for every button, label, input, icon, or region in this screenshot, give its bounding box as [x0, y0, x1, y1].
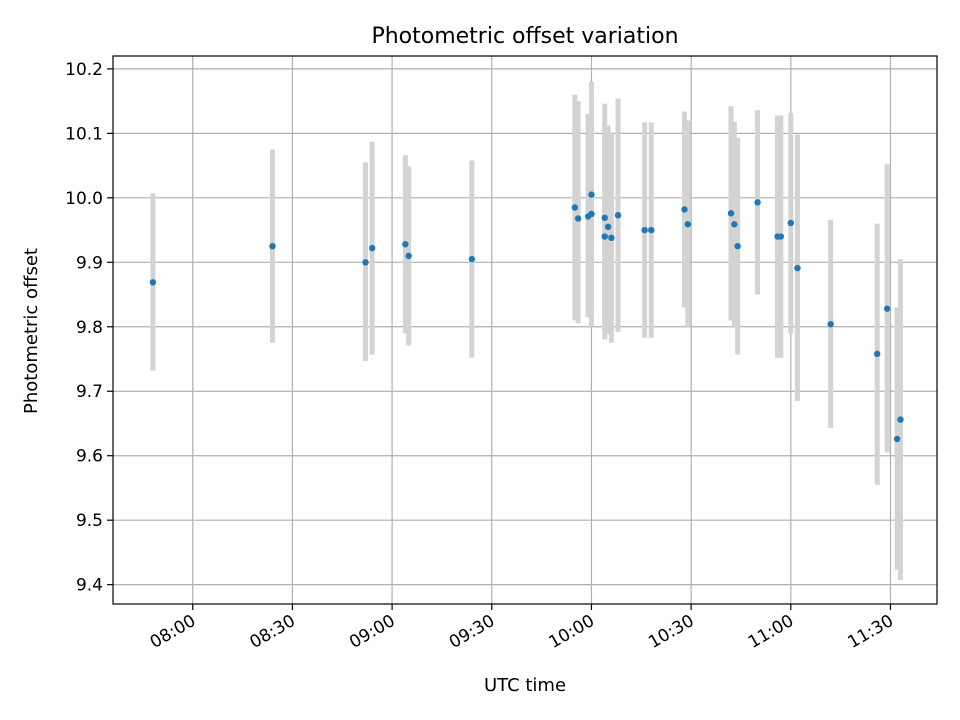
data-point — [588, 191, 595, 198]
data-point — [604, 223, 612, 231]
data-point — [893, 435, 901, 443]
data-point — [734, 242, 741, 250]
data-point — [873, 350, 881, 358]
data-point — [648, 226, 655, 234]
data-point — [883, 305, 891, 312]
data-point — [149, 279, 157, 286]
data-point — [402, 241, 409, 248]
data-point — [787, 219, 795, 227]
y-axis-ticks: 9.4 9.5 9.6 9.7 9.8 9.9 10.0 10.1 10.2 — [65, 60, 113, 596]
plot-frame — [112, 55, 938, 605]
x-axis-label: UTC time — [484, 675, 566, 696]
data-point — [897, 416, 904, 423]
data-point — [468, 255, 476, 263]
data-point — [571, 204, 579, 211]
data-point — [614, 212, 622, 219]
data-point — [362, 259, 369, 266]
data-point — [727, 210, 735, 217]
y-tick-label: 9.6 — [76, 447, 103, 467]
data-point — [794, 264, 801, 272]
y-tick-label: 9.8 — [76, 318, 103, 338]
data-point — [827, 320, 834, 328]
data-point — [368, 244, 376, 252]
y-tick-label: 9.4 — [76, 576, 103, 596]
data-points — [149, 191, 904, 443]
y-axis-label: Photometric offset — [21, 248, 42, 414]
y-tick-label: 10.0 — [65, 189, 103, 209]
data-point — [588, 210, 595, 218]
y-tick-label: 9.5 — [76, 511, 103, 531]
data-point — [601, 214, 608, 222]
data-point — [405, 252, 412, 260]
y-tick-label: 9.9 — [76, 253, 103, 273]
data-point — [574, 215, 582, 222]
y-tick-label: 10.2 — [65, 60, 103, 80]
data-point — [641, 226, 648, 234]
data-point — [684, 221, 692, 228]
data-point — [731, 221, 738, 228]
data-point — [601, 233, 608, 240]
y-tick-label: 10.1 — [65, 124, 103, 144]
data-point — [681, 206, 688, 213]
data-point — [608, 234, 615, 242]
chart-title: Photometric offset variation — [371, 24, 678, 49]
data-point — [777, 233, 785, 240]
data-point — [754, 199, 761, 206]
y-tick-label: 9.7 — [76, 382, 103, 402]
data-point — [269, 242, 276, 250]
